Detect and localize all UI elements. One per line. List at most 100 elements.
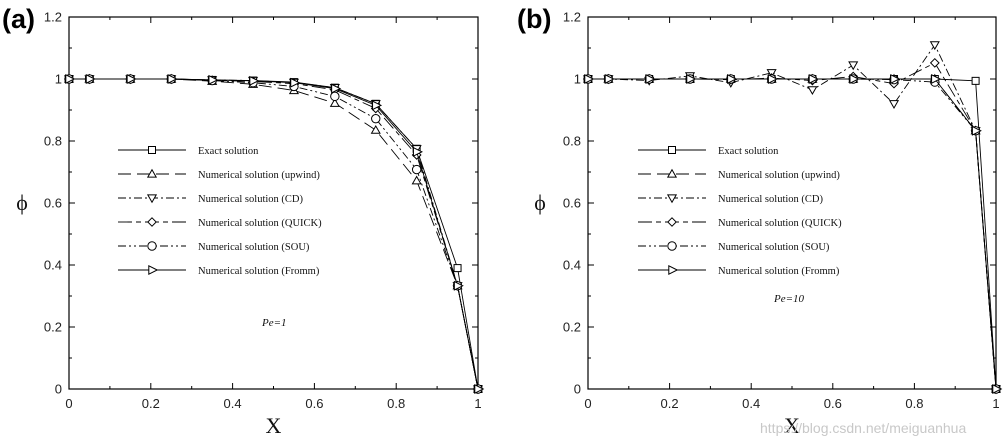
series-5 [584, 73, 1003, 395]
series-0 [584, 75, 1000, 393]
x-tick-label: 0.2 [661, 396, 679, 411]
y-tick-label: 1.2 [563, 10, 581, 25]
legend-label: Numerical solution (CD) [198, 194, 303, 205]
x-tick-label: 1 [474, 396, 481, 411]
data-point [848, 61, 859, 71]
legend-marker [148, 146, 156, 154]
y-tick-label: 0.8 [44, 134, 62, 149]
y-tick-label: 0.4 [563, 258, 581, 273]
x-tick-label: 0.8 [387, 396, 405, 411]
legend-label: Numerical solution (CD) [718, 194, 823, 205]
legend-label: Numerical solution (upwind) [198, 170, 320, 181]
series-line [588, 44, 997, 390]
legend-label: Exact solution [198, 146, 259, 157]
legend: Exact solution Numerical solution (upwind… [118, 146, 322, 277]
x-tick-label: 0.4 [742, 396, 760, 411]
legend-marker [668, 146, 676, 154]
x-tick-label: 0.6 [305, 396, 323, 411]
data-point [807, 86, 818, 96]
series-line [588, 78, 997, 390]
legend-label: Numerical solution (QUICK) [718, 218, 842, 229]
pe-annotation: Pe=10 [773, 293, 805, 305]
data-point [929, 41, 940, 51]
y-tick-label: 0.2 [44, 320, 62, 335]
data-point [411, 164, 422, 175]
legend-marker [147, 241, 157, 251]
series-3 [64, 74, 483, 394]
series-line [69, 78, 479, 390]
x-tick-label: 0.4 [224, 396, 242, 411]
legend-label: Numerical solution (SOU) [718, 242, 830, 253]
y-tick-label: 1.2 [44, 10, 62, 25]
data-point [329, 97, 340, 107]
data-point [371, 113, 381, 124]
legend-marker [667, 217, 677, 227]
y-tick-label: 0 [574, 382, 581, 397]
data-point [888, 100, 900, 110]
data-point [849, 73, 860, 85]
series-line [588, 78, 997, 390]
series-line [69, 78, 479, 390]
x-axis-label: X [266, 413, 282, 438]
x-axis-label: X [784, 413, 800, 438]
data-point [890, 73, 901, 85]
data-point [370, 124, 381, 134]
panel-a: (a) 0 0.2 0.4 0.6 0.8 1 0 0.2 0.4 0.6 0.8 1 1.2 Xϕ Exac… [2, 4, 485, 438]
series-line [69, 78, 479, 390]
series-1 [582, 73, 1002, 393]
data-point [453, 264, 462, 273]
data-point [931, 73, 942, 85]
data-point [65, 73, 76, 85]
data-point [330, 91, 340, 102]
data-point [604, 73, 615, 85]
legend-label: Numerical solution (Fromm) [198, 266, 320, 277]
y-tick-label: 0.8 [563, 134, 581, 149]
legend-marker [147, 217, 157, 227]
legend-marker [668, 264, 679, 276]
x-tick-label: 0.2 [142, 396, 160, 411]
data-point [208, 74, 219, 85]
series-4 [64, 74, 483, 394]
watermark: https://blog.csdn.net/meiguanhua [760, 420, 966, 436]
series-5 [65, 73, 485, 395]
legend-marker [666, 194, 678, 204]
data-point [971, 76, 980, 85]
y-tick-label: 1 [55, 72, 62, 87]
data-point [249, 75, 260, 86]
x-tick-label: 0.8 [905, 396, 923, 411]
x-tick-label: 0.6 [824, 396, 842, 411]
y-axis-label: ϕ [16, 190, 28, 215]
y-tick-label: 0.6 [44, 196, 62, 211]
legend-label: Numerical solution (QUICK) [198, 218, 322, 229]
series-line [69, 78, 479, 390]
data-point [474, 383, 485, 395]
legend-marker [148, 264, 159, 276]
y-tick-label: 1 [574, 72, 581, 87]
data-point [331, 83, 342, 94]
y-tick-label: 0.2 [563, 320, 581, 335]
legend-label: Numerical solution (Fromm) [718, 266, 840, 277]
data-point [584, 73, 595, 85]
legend-marker [146, 194, 158, 204]
legend-marker [146, 168, 158, 178]
data-point [929, 57, 940, 68]
data-point [808, 73, 819, 85]
series-2 [63, 75, 484, 395]
data-point [372, 100, 383, 111]
pe-annotation: Pe=1 [261, 317, 287, 329]
panel-b: (b) 0 0.2 0.4 0.6 0.8 1 0 0.2 0.4 0.6 0.8 1 1.2 Xϕ Exac… [517, 4, 1003, 438]
series-0 [65, 75, 482, 393]
data-point [126, 73, 137, 85]
x-tick-label: 1 [992, 396, 999, 411]
y-axis-label: ϕ [534, 190, 546, 215]
y-tick-label: 0.4 [44, 258, 62, 273]
series-line [69, 78, 479, 390]
legend-marker [667, 241, 677, 251]
y-tick-label: 0.6 [563, 196, 581, 211]
data-point [290, 77, 301, 88]
legend-label: Numerical solution (upwind) [718, 170, 840, 181]
data-point [453, 280, 464, 291]
legend-marker [666, 168, 678, 178]
legend-label: Numerical solution (SOU) [198, 242, 310, 253]
